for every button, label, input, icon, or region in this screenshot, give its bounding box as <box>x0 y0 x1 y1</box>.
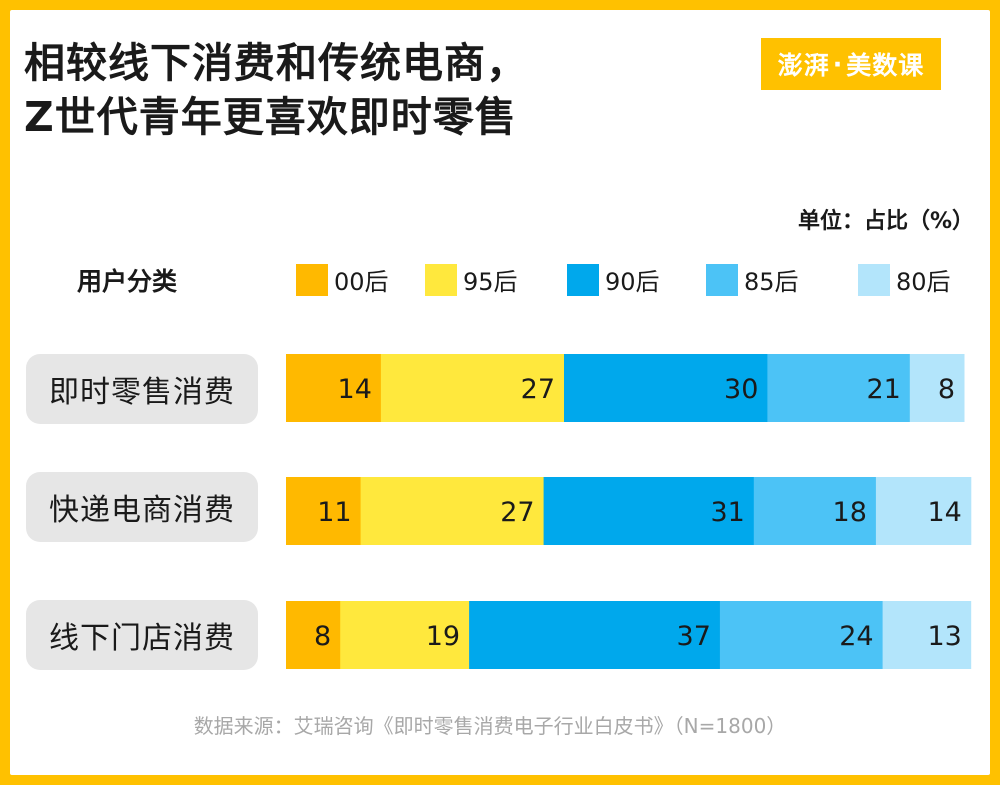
bar-segment-1-3 <box>753 477 877 545</box>
legend-item-85: 85后 <box>706 262 799 297</box>
data-label-1-4: 14 <box>927 497 961 528</box>
category-label-instant-retail: 即时零售消费 <box>26 354 258 424</box>
bar-segment-1-2 <box>543 477 755 545</box>
data-label-0-4: 8 <box>938 374 955 405</box>
data-label-2-4: 13 <box>927 621 961 652</box>
legend-item-90: 90后 <box>567 262 660 297</box>
category-label-offline-store: 线下门店消费 <box>26 600 258 670</box>
chart-title: 相较线下消费和传统电商， Z世代青年更喜欢即时零售 <box>24 36 528 144</box>
legend-swatch-85 <box>706 263 738 296</box>
category-label-express-ecommerce: 快递电商消费 <box>26 472 258 542</box>
bar-segment-2-1 <box>340 601 470 669</box>
legend-swatch-90 <box>567 263 599 296</box>
bar-segment-1-0 <box>286 477 362 545</box>
brand-logo: 澎湃 · 美数课 <box>761 38 941 90</box>
data-label-2-2: 37 <box>677 621 711 652</box>
data-label-1-1: 27 <box>500 497 534 528</box>
legend-label-80: 80后 <box>896 268 951 296</box>
data-label-0-3: 21 <box>866 374 900 405</box>
legend-label-90: 90后 <box>605 268 660 296</box>
legend-item-95: 95后 <box>425 262 518 297</box>
legend-item-80: 80后 <box>858 262 951 297</box>
data-label-1-3: 18 <box>833 497 867 528</box>
bar-segment-1-1 <box>360 477 545 545</box>
brand-logo-part-1: 澎湃 <box>777 51 830 80</box>
bar-segment-2-3 <box>719 601 884 669</box>
legend-swatch-95 <box>425 263 457 296</box>
chart-title-line-2: Z世代青年更喜欢即时零售 <box>24 93 517 141</box>
source-note: 数据来源：艾瑞咨询《即时零售消费电子行业白皮书》（N=1800） <box>193 714 787 738</box>
bar-segment-2-2 <box>469 601 721 669</box>
legend-label-95: 95后 <box>463 268 518 296</box>
chart-title-line-1: 相较线下消费和传统电商， <box>24 39 528 87</box>
bar-segment-0-3 <box>767 354 911 422</box>
bar-segment-0-4 <box>909 354 965 422</box>
bar-segment-2-0 <box>286 601 341 669</box>
brand-logo-dot: · <box>832 49 844 79</box>
legend-title: 用户分类 <box>77 267 178 296</box>
unit-label: 单位：占比（%） <box>797 209 974 234</box>
legend-swatch-00 <box>296 263 328 296</box>
bar-segment-1-4 <box>875 477 972 545</box>
data-label-0-0: 14 <box>338 374 372 405</box>
bar-segment-0-2 <box>564 354 768 422</box>
data-label-1-2: 31 <box>710 497 744 528</box>
bar-segment-2-4 <box>882 601 972 669</box>
data-label-0-1: 27 <box>521 374 555 405</box>
brand-logo-part-2: 美数课 <box>846 51 925 80</box>
data-label-2-1: 19 <box>426 621 460 652</box>
legend-item-00: 00后 <box>296 262 389 297</box>
legend-label-00: 00后 <box>334 268 389 296</box>
bar-segment-0-1 <box>380 354 565 422</box>
legend-swatch-80 <box>858 263 890 296</box>
bar-segment-0-0 <box>286 354 382 422</box>
data-label-2-0: 8 <box>314 621 331 652</box>
data-label-1-0: 11 <box>317 497 351 528</box>
legend-label-85: 85后 <box>744 268 799 296</box>
data-label-0-2: 30 <box>724 374 758 405</box>
data-label-2-3: 24 <box>839 621 873 652</box>
